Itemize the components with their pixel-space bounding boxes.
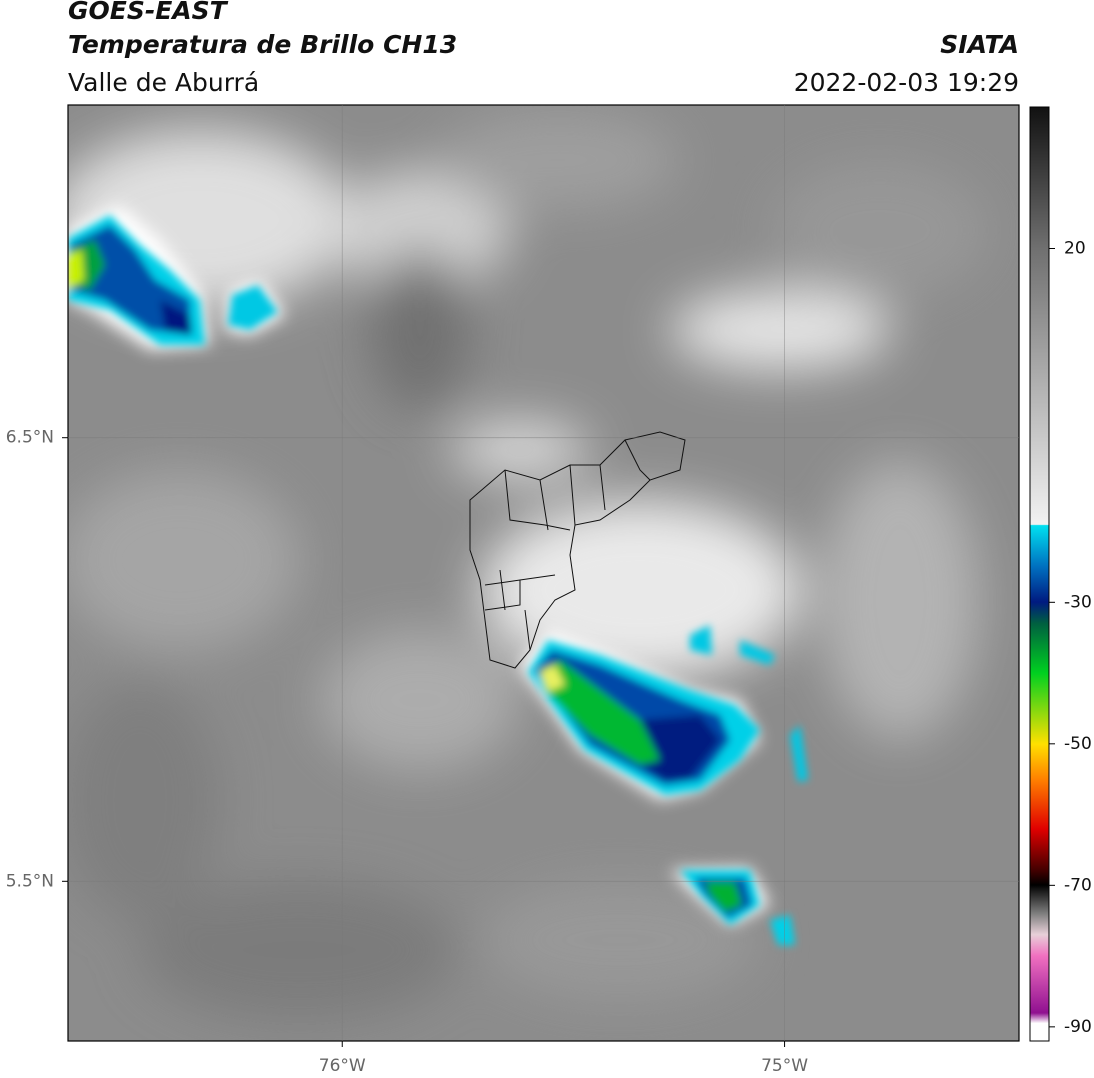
graticule: 76°W 75°W 5.5°N 6.5°N <box>6 105 1019 1076</box>
colorbar-tick-label: 20 <box>1064 239 1086 259</box>
colorbar-tick-label: -70 <box>1064 875 1092 895</box>
colorbar-tick-label: -50 <box>1064 734 1092 754</box>
datetime: 2022-02-03 19:29 <box>794 68 1019 97</box>
product: Temperatura de Brillo CH13 <box>68 30 457 59</box>
region: Valle de Aburrá <box>68 68 259 97</box>
colorbar <box>1029 106 1050 1042</box>
source: SIATA <box>940 30 1019 59</box>
y-tick-label: 6.5°N <box>6 428 54 448</box>
y-tick-label: 5.5°N <box>6 871 54 891</box>
x-tick-label: 76°W <box>319 1056 366 1076</box>
colorbar-tick-label: -30 <box>1064 592 1092 612</box>
map-frame <box>67 104 1020 1042</box>
colorbar-axis: -90 -70 -50 -30 20 <box>1049 239 1092 1037</box>
satellite: GOES-EAST <box>68 0 229 25</box>
municipal-boundaries <box>469 431 686 669</box>
satellite-image <box>68 105 1019 1041</box>
colorbar-tick-label: -90 <box>1064 1017 1092 1037</box>
x-tick-label: 75°W <box>761 1056 808 1076</box>
